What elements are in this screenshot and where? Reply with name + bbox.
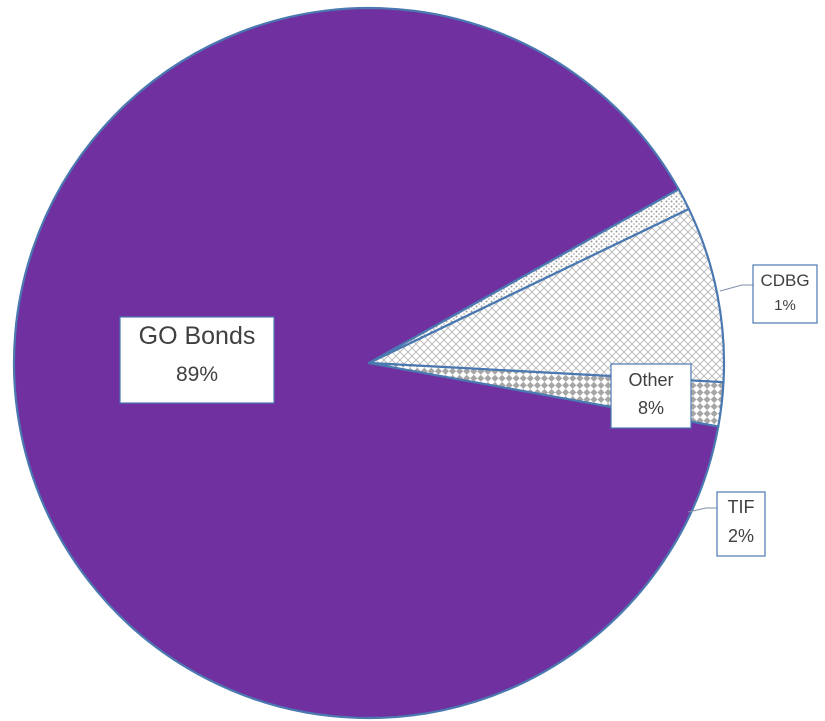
slice-percent-label: 2% — [728, 526, 754, 546]
leader-lines — [687, 284, 753, 513]
slice-category-label: GO Bonds — [139, 322, 256, 350]
slice-percent-label: 8% — [638, 398, 664, 418]
data-label-other: Other 8% — [610, 363, 692, 429]
data-label-box — [119, 316, 275, 404]
data-label-go-bonds: GO Bonds 89% — [119, 316, 275, 404]
data-label-tif: TIF 2% — [716, 491, 766, 557]
data-label-box — [716, 491, 766, 557]
slice-percent-label: 89% — [176, 363, 218, 386]
pie-slice-go-bonds — [12, 6, 720, 720]
slice-percent-label: 1% — [774, 297, 796, 314]
data-label-box — [610, 363, 692, 429]
slice-labels: GO Bonds 89% CDBG 1% Other 8% TIF 2% — [119, 264, 818, 557]
leader-line-cdbg — [719, 284, 753, 292]
slice-category-label: Other — [628, 370, 673, 390]
slice-category-label: CDBG — [760, 271, 809, 290]
data-label-box — [752, 264, 818, 324]
pie-slices — [12, 6, 726, 720]
pie-slice-other — [367, 207, 726, 384]
leader-line-tif — [687, 507, 717, 513]
data-label-cdbg: CDBG 1% — [752, 264, 818, 324]
slice-category-label: TIF — [728, 497, 755, 517]
